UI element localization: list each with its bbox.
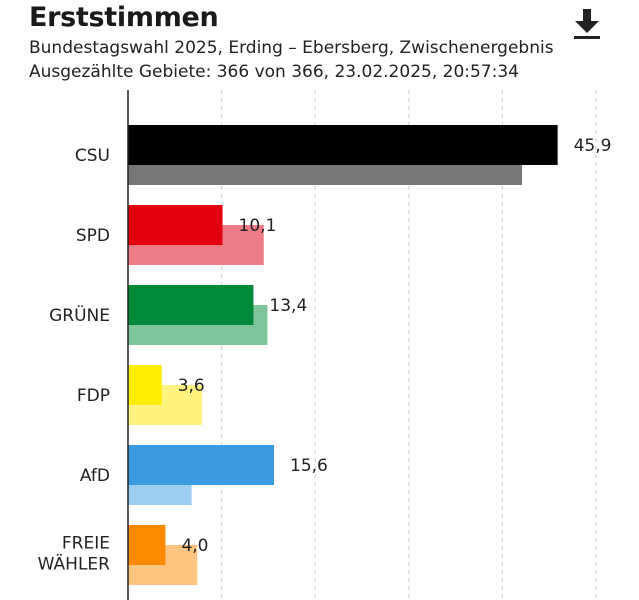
chart-title: Erststimmen bbox=[29, 2, 219, 33]
bar-current-freie-wähler bbox=[128, 525, 166, 565]
bar-current-fdp bbox=[128, 365, 162, 405]
category-label: FDP bbox=[77, 386, 110, 406]
bar-current-afd bbox=[128, 445, 275, 485]
counting-status: Ausgezählte Gebiete: 366 von 366, 23.02.… bbox=[29, 62, 519, 82]
category-label: CSU bbox=[75, 146, 110, 166]
value-label: 13,4 bbox=[269, 296, 307, 316]
value-label: 45,9 bbox=[574, 136, 612, 156]
chart-subtitle: Bundestagswahl 2025, Erding – Ebersberg,… bbox=[29, 38, 554, 58]
bar-current-grüne bbox=[128, 285, 254, 325]
value-label: 15,6 bbox=[290, 456, 328, 476]
value-label: 10,1 bbox=[239, 216, 277, 236]
category-label: WÄHLER bbox=[38, 554, 111, 575]
category-label: SPD bbox=[76, 226, 110, 246]
bar-current-csu bbox=[128, 125, 558, 165]
value-label: 4,0 bbox=[181, 536, 208, 556]
category-label: AfD bbox=[80, 466, 110, 486]
category-label: FREIE bbox=[62, 534, 110, 554]
value-label: 3,6 bbox=[178, 376, 205, 396]
download-icon[interactable] bbox=[572, 8, 602, 40]
bar-current-spd bbox=[128, 205, 223, 245]
category-label: GRÜNE bbox=[49, 304, 110, 326]
download-icon-graphic bbox=[574, 9, 600, 39]
